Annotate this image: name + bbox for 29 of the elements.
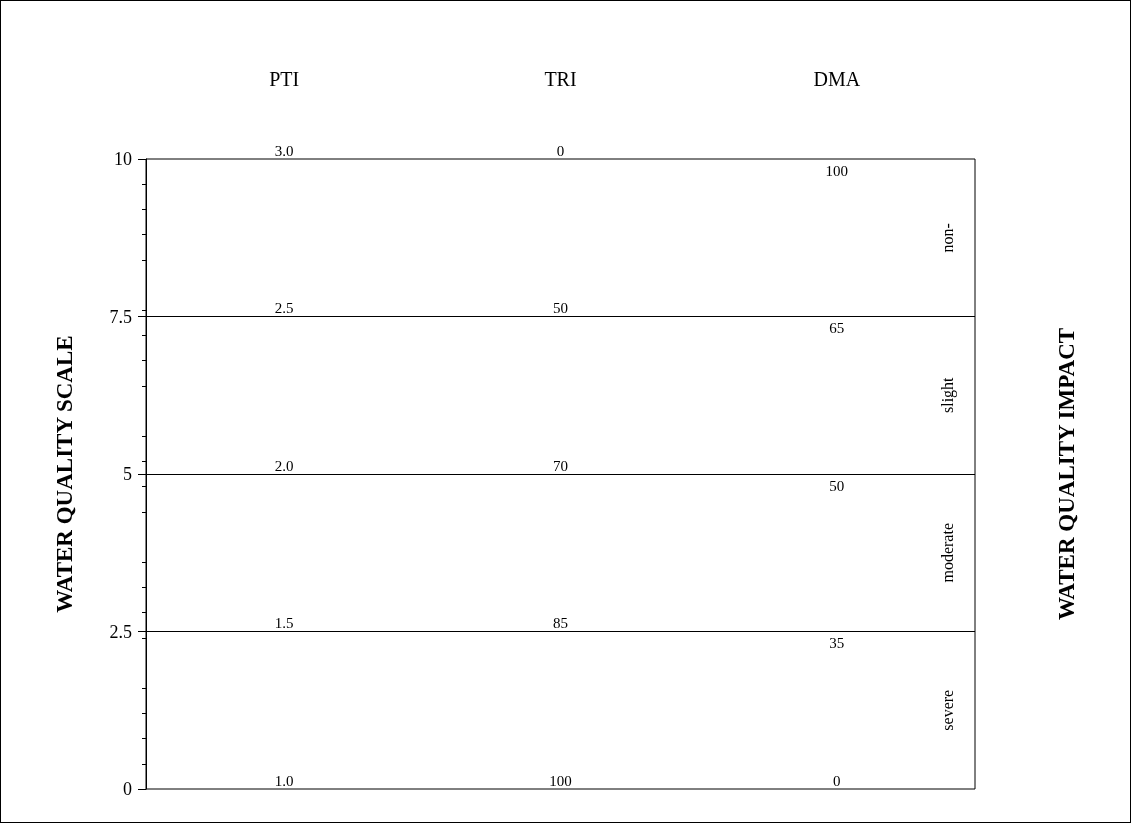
y2-axis-title: WATER QUALITY IMPACT — [1054, 327, 1079, 621]
annotation: 2.0 — [274, 457, 294, 474]
x-tick-label: TRI — [544, 68, 577, 90]
annotation: 65 — [829, 320, 845, 336]
y-tick-label: 7.5 — [109, 306, 132, 327]
annotation: 50 — [553, 300, 568, 316]
annotation: 85 — [553, 615, 568, 631]
annotation: 1.0 — [274, 772, 294, 789]
y-tick-label: 0 — [123, 779, 132, 799]
annotation: 0 — [833, 772, 841, 789]
y-tick-label: 2.5 — [109, 621, 132, 642]
annotation: 100 — [549, 772, 572, 789]
y-axis-title: WATER QUALITY SCALE — [52, 335, 77, 613]
text: 0 — [556, 142, 565, 159]
annotation: 100 — [825, 162, 849, 179]
annotation: 1.5 — [274, 615, 294, 631]
y-tick-label: 10 — [114, 149, 132, 169]
annotation: 50 — [829, 477, 845, 494]
annotation: non- — [938, 223, 956, 253]
annotation: 2.5 — [274, 300, 294, 316]
x-tick-label: PTI — [269, 68, 300, 90]
y-tick-label: 5 — [123, 464, 132, 484]
annotation: slight — [938, 376, 957, 414]
annotation: 35 — [829, 635, 845, 651]
annotation: moderate — [938, 522, 956, 583]
annotation: severe — [938, 689, 956, 731]
annotation: 70 — [553, 457, 568, 474]
text: 3.0 — [274, 142, 294, 159]
x-tick-label: DMA — [813, 68, 861, 90]
